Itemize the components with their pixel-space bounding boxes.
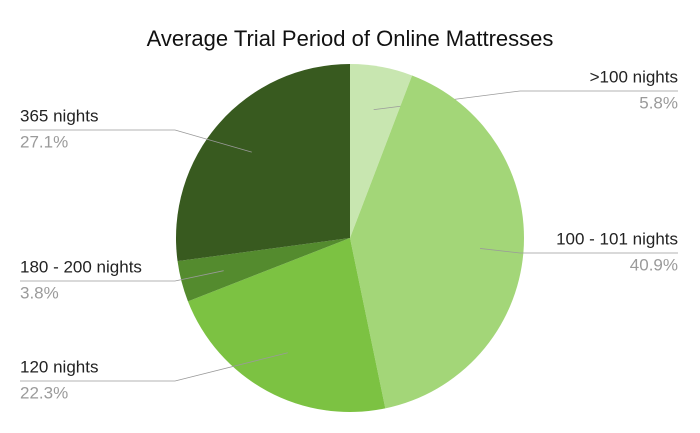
chart-title: Average Trial Period of Online Mattresse… xyxy=(147,26,554,51)
leader-line xyxy=(480,248,678,254)
pie-slice xyxy=(177,238,350,302)
slice-label: 180 - 200 nights xyxy=(20,257,142,276)
leader-line xyxy=(20,270,224,282)
pie-slice xyxy=(350,64,413,238)
pie-slice xyxy=(350,75,525,409)
slice-label: 120 nights xyxy=(20,357,98,376)
slice-value: 5.8% xyxy=(639,93,678,112)
pie-slice xyxy=(176,64,350,262)
slice-value: 27.1% xyxy=(20,132,68,151)
slice-value: 40.9% xyxy=(630,255,678,274)
slice-value: 22.3% xyxy=(20,383,68,402)
slice-label: 365 nights xyxy=(20,106,98,125)
leader-line xyxy=(20,352,288,382)
leader-line xyxy=(20,129,252,153)
slice-label: 100 - 101 nights xyxy=(556,229,678,248)
slice-label: >100 nights xyxy=(590,67,678,86)
slice-value: 3.8% xyxy=(20,283,59,302)
pie-slice xyxy=(187,238,386,412)
